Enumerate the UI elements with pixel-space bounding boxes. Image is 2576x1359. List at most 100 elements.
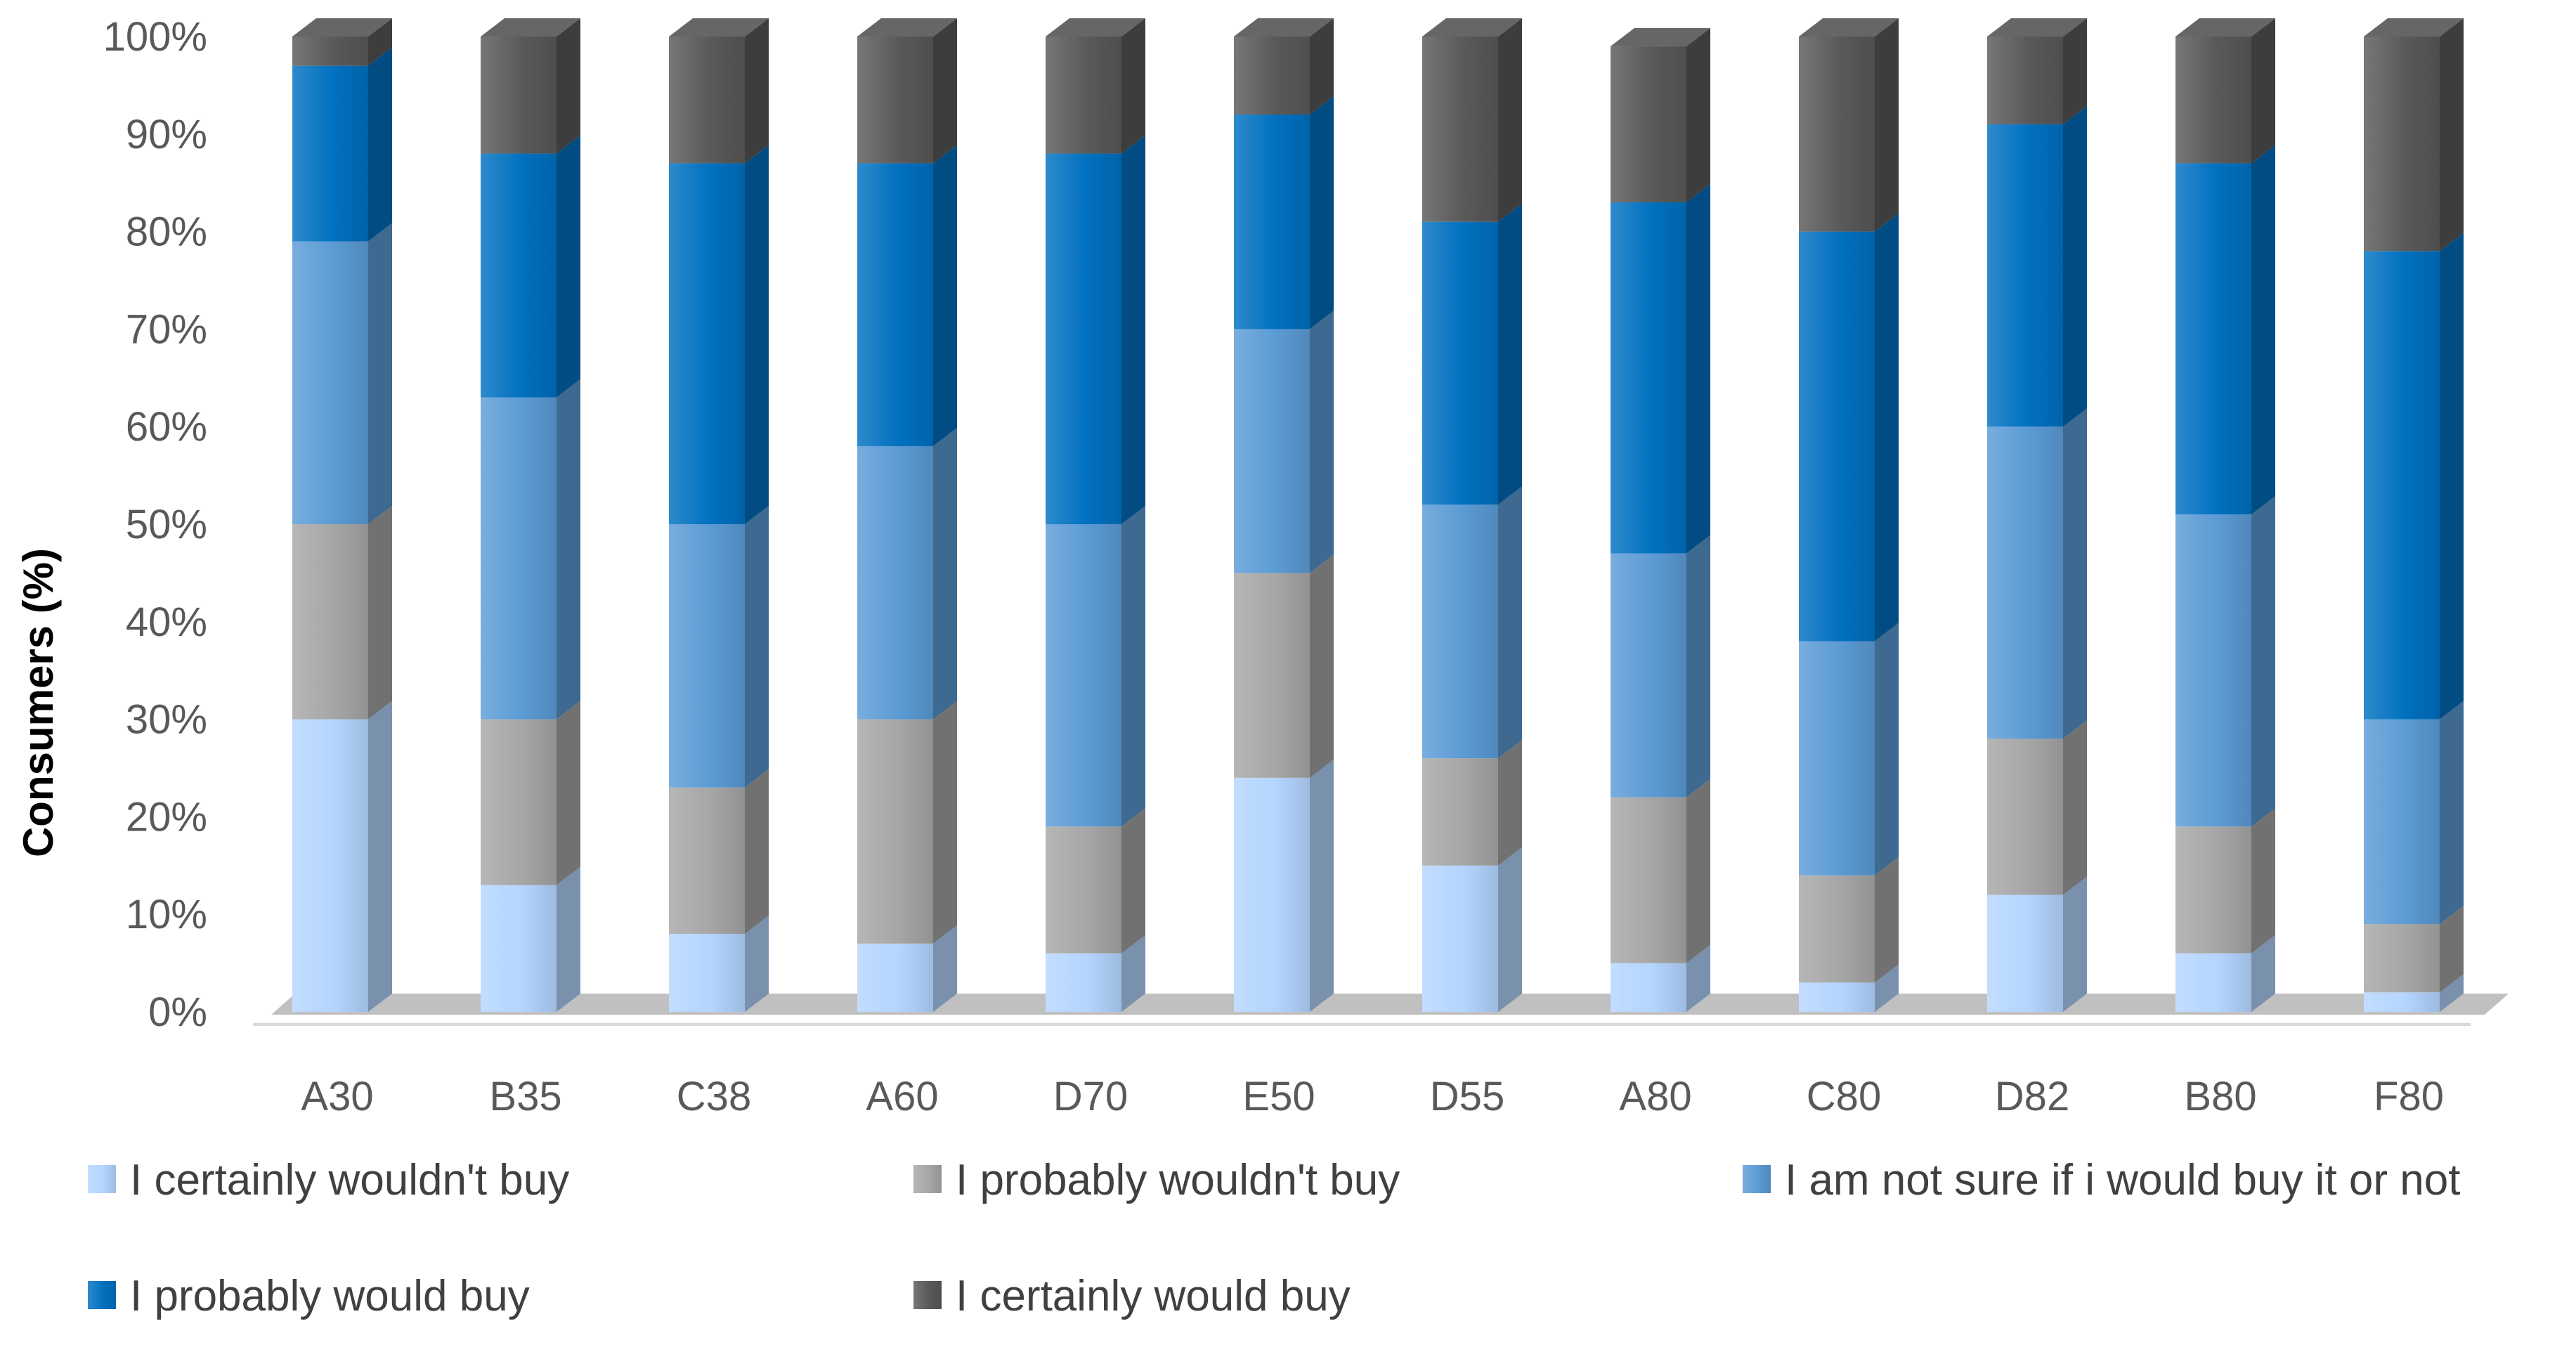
bar-segment	[481, 153, 557, 398]
bar-segment	[2175, 163, 2251, 515]
bar-segment	[292, 241, 368, 524]
bar-segment	[1611, 202, 1686, 554]
bar-segment-side	[933, 18, 957, 164]
bar-segment-side	[1121, 135, 1145, 524]
bar-segment-side	[933, 925, 957, 1012]
bar-segment	[669, 933, 745, 1012]
y-tick-label: 10%	[126, 892, 207, 937]
legend-item: I certainly wouldn't buy	[88, 1156, 569, 1204]
y-tick-label: 50%	[126, 502, 207, 547]
bar-segment-side	[368, 47, 392, 242]
bar-segment-side	[933, 145, 957, 446]
x-tick-label: A80	[1619, 1074, 1691, 1119]
bar-segment-side	[1310, 554, 1334, 778]
bar-stack-A60	[857, 18, 957, 1012]
legend-item: I am not sure if i would buy it or not	[1743, 1156, 2460, 1204]
legend-swatch	[913, 1281, 942, 1309]
bar-segment	[1799, 875, 1875, 983]
legend-swatch	[1743, 1165, 1771, 1193]
x-tick-label: D82	[1995, 1074, 2069, 1119]
bar-segment-side	[1498, 740, 1522, 866]
bar-segment-side	[2251, 18, 2275, 164]
legend-item: I probably wouldn't buy	[913, 1156, 1400, 1204]
bar-segment	[857, 719, 933, 944]
bar-segment	[857, 446, 933, 720]
bar-segment-side	[368, 506, 392, 720]
y-axis-ticks: 0% 10% 20% 30% 40% 50% 60% 70% 80% 90% 100%	[103, 14, 207, 1035]
floor-plane	[271, 994, 2509, 1015]
bar-segment-side	[1686, 779, 1710, 963]
bar-segment	[1987, 37, 2063, 124]
bar-segment-side	[2063, 408, 2087, 739]
bar-segment-side	[933, 701, 957, 944]
bar-segment-side	[1686, 27, 1710, 202]
bar-segment	[2175, 37, 2251, 164]
y-tick-label: 70%	[126, 306, 207, 352]
bar-segment-side	[1498, 486, 1522, 759]
bars	[292, 18, 2464, 1012]
bar-segment-side	[557, 701, 580, 885]
bar-segment-side	[933, 427, 957, 720]
bar-stack-D82	[1987, 18, 2087, 1012]
bar-segment	[481, 37, 557, 154]
bar-segment	[2175, 514, 2251, 827]
bar-top-face	[481, 18, 580, 37]
bar-segment	[1046, 524, 1121, 827]
y-tick-label: 0%	[148, 989, 207, 1035]
bar-segment	[292, 65, 368, 242]
bar-stack-B35	[481, 18, 580, 1012]
x-tick-label: C80	[1807, 1074, 1881, 1119]
bar-stack-D70	[1046, 18, 1145, 1012]
bar-segment-side	[1498, 847, 1522, 1012]
bar-segment	[2175, 953, 2251, 1012]
bar-stack-F80	[2364, 18, 2464, 1012]
x-tick-label: D70	[1053, 1074, 1128, 1119]
bar-segment	[1422, 865, 1498, 1012]
bar-segment-side	[745, 18, 769, 164]
bar-segment-side	[1310, 759, 1334, 1012]
bar-segment-side	[2251, 496, 2275, 827]
x-axis-ticks: A30 B35 C38 A60 D70 E50 D55 A80 C80 D82 B80 F80	[301, 1074, 2444, 1119]
bar-top-face	[292, 18, 392, 37]
bar-segment	[1422, 505, 1498, 759]
x-tick-label: B35	[489, 1074, 561, 1119]
bar-top-face	[669, 18, 769, 37]
x-tick-label: E50	[1242, 1074, 1315, 1119]
bar-top-face	[1799, 18, 1899, 37]
bar-segment-side	[1121, 935, 1145, 1012]
legend-swatch	[88, 1281, 116, 1309]
y-tick-label: 30%	[126, 697, 207, 743]
bar-segment-side	[1310, 96, 1334, 330]
bar-segment	[1799, 641, 1875, 876]
bar-segment	[669, 163, 745, 524]
bar-top-face	[2364, 18, 2464, 37]
bar-segment-side	[2251, 808, 2275, 954]
bar-segment-side	[2063, 18, 2087, 124]
bar-segment	[1611, 797, 1686, 963]
x-tick-label: F80	[2374, 1074, 2444, 1119]
bar-segment-side	[2251, 935, 2275, 1012]
bar-top-face	[1611, 27, 1710, 46]
y-axis-title: Consumers (%)	[15, 548, 62, 857]
bar-segment	[1987, 124, 2063, 427]
legend-label: I certainly wouldn't buy	[130, 1156, 569, 1204]
bar-segment	[292, 37, 368, 66]
bar-segment-side	[2063, 876, 2087, 1012]
bar-segment	[481, 885, 557, 1012]
legend-label: I certainly would buy	[956, 1272, 1351, 1320]
bar-segment	[1799, 231, 1875, 642]
legend-swatch	[913, 1165, 942, 1193]
legend: I certainly wouldn't buy I probably would…	[88, 1156, 2460, 1320]
bar-segment-side	[1875, 964, 1899, 1012]
legend-swatch	[88, 1165, 116, 1193]
bar-segment	[1987, 895, 2063, 1012]
bar-segment-side	[745, 506, 769, 788]
y-tick-label: 90%	[126, 112, 207, 157]
bar-segment-side	[2063, 720, 2087, 895]
bar-segment	[1234, 37, 1310, 115]
bar-segment-side	[2440, 701, 2464, 925]
bar-segment	[1611, 963, 1686, 1012]
bar-segment-side	[2251, 145, 2275, 515]
bar-segment-side	[1310, 311, 1334, 573]
bar-segment-side	[557, 379, 580, 720]
